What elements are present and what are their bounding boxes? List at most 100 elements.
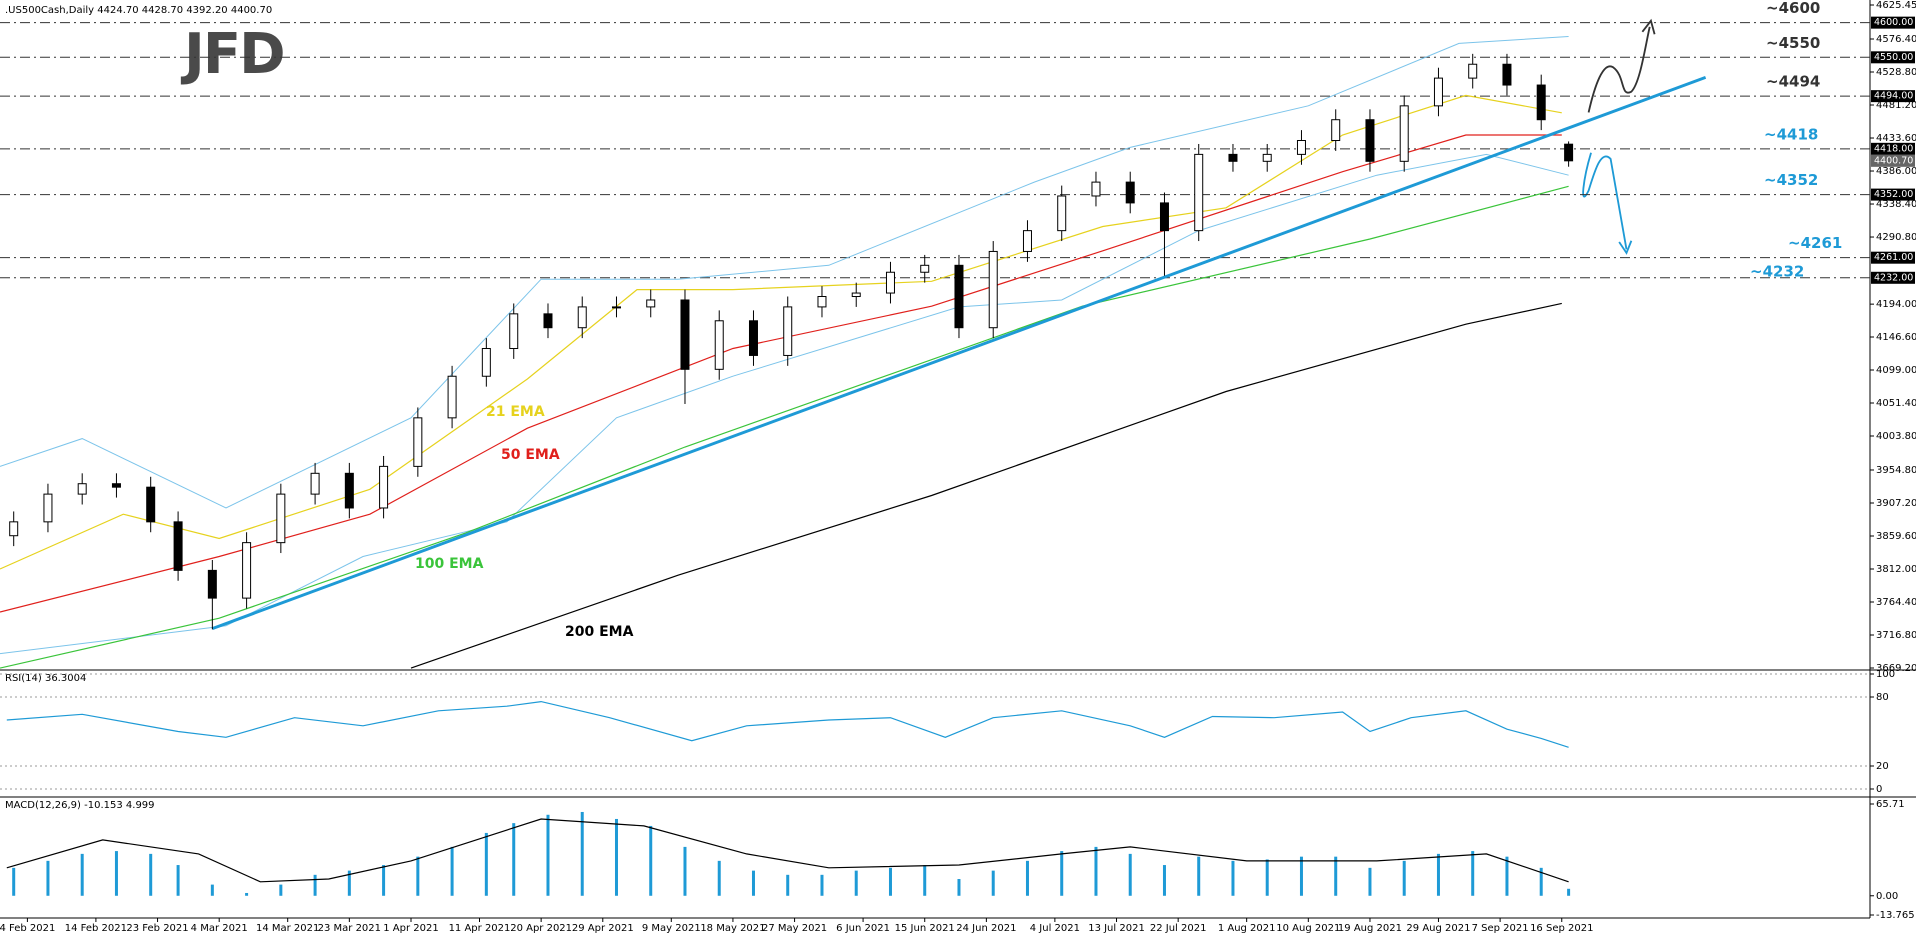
candle-body	[954, 264, 964, 329]
x-tick-label: 4 Jul 2021	[1030, 923, 1080, 934]
y-tick-label: 3764.40	[1876, 597, 1916, 608]
level-label: ~4232	[1750, 262, 1804, 280]
x-tick-label: 29 Apr 2021	[572, 923, 634, 934]
macd-bar	[1334, 856, 1338, 896]
x-tick-label: 4 Mar 2021	[191, 923, 248, 934]
price-tag	[1871, 251, 1915, 264]
candle-body	[379, 465, 389, 509]
macd-bar	[717, 860, 721, 896]
x-tick-label: 14 Feb 2021	[65, 923, 127, 934]
candle-body	[276, 493, 286, 544]
y-tick-label: 65.71	[1876, 799, 1905, 810]
macd-bar	[313, 874, 317, 896]
macd-bar	[820, 874, 824, 896]
bear-arrowhead	[1618, 240, 1633, 255]
candle-body	[1228, 153, 1238, 162]
macd-bar	[210, 884, 214, 896]
price-tag-label: 4550.00	[1874, 52, 1913, 63]
macd-bar	[888, 867, 892, 896]
macd-bar	[149, 853, 153, 896]
macd-bar	[1402, 860, 1406, 896]
macd-bar	[484, 832, 488, 896]
candle-body	[1502, 63, 1512, 86]
candle-body	[920, 264, 930, 273]
scenario-arrows	[1582, 18, 1656, 255]
level-label: ~4352	[1764, 171, 1818, 189]
price-tag	[1871, 16, 1915, 29]
macd-bar	[751, 870, 755, 896]
y-tick-label: 4625.45	[1876, 0, 1916, 11]
y-tick-label: 3907.20	[1876, 498, 1916, 509]
x-tick-label: 7 Sep 2021	[1472, 923, 1529, 934]
y-tick-label: 3716.80	[1876, 630, 1916, 641]
price-tag	[1871, 188, 1915, 201]
candle-body	[77, 483, 87, 495]
macd-bar	[12, 867, 16, 896]
x-tick-label: 15 Jun 2021	[895, 923, 955, 934]
macd-bar	[1231, 860, 1235, 896]
macd-bar	[923, 865, 927, 896]
x-tick-label: 23 Mar 2021	[318, 923, 381, 934]
macd-bar	[1128, 853, 1132, 896]
x-tick-label: 13 Jul 2021	[1088, 923, 1145, 934]
macd-bar	[1265, 859, 1269, 896]
candle-body	[9, 521, 19, 537]
candle-body	[748, 320, 758, 356]
ema-line	[0, 94, 1562, 570]
candle-body	[817, 296, 827, 308]
price-tag-label: 4261.00	[1874, 252, 1913, 263]
macd-bar	[1567, 888, 1571, 896]
bollinger-band	[0, 36, 1569, 509]
macd-bar	[450, 846, 454, 896]
candle-body	[1022, 230, 1032, 252]
candle-body	[1399, 105, 1409, 162]
y-tick-label: 0	[1876, 784, 1882, 795]
macd-bar	[382, 865, 386, 896]
price-tag	[1871, 142, 1915, 155]
macd-bar	[416, 856, 420, 896]
macd-bar	[786, 874, 790, 896]
chart-title: .US500Cash,Daily 4424.70 4428.70 4392.20…	[5, 5, 272, 16]
candle-body	[1159, 202, 1169, 232]
price-tag	[1871, 90, 1915, 103]
y-tick-label: 4051.40	[1876, 398, 1916, 409]
y-tick-label: 4481.20	[1876, 100, 1916, 111]
y-tick-label: 100	[1876, 669, 1895, 680]
macd-bar	[1436, 853, 1440, 896]
candle-body	[344, 472, 354, 509]
price-tag-label: 4232.00	[1874, 272, 1913, 283]
candle-body	[851, 292, 861, 298]
ema-line	[0, 185, 1569, 669]
macd-bar	[683, 846, 687, 896]
candle-body	[447, 375, 457, 419]
x-tick-label: 22 Jul 2021	[1150, 923, 1207, 934]
y-tick-label: 4386.00	[1876, 166, 1916, 177]
macd-bar	[991, 870, 995, 896]
trendline	[211, 75, 1707, 631]
macd-bar	[245, 892, 249, 896]
candle-body	[509, 313, 519, 350]
macd-bar	[1094, 846, 1098, 896]
candle-body	[646, 299, 656, 308]
bull-arrowhead	[1641, 18, 1656, 35]
logo: JFD	[180, 22, 284, 87]
candle-body	[413, 417, 423, 467]
macd-bar	[580, 811, 584, 896]
macd-bar	[1025, 860, 1029, 896]
macd-bar	[957, 879, 961, 896]
price-tag-label: 4352.00	[1874, 189, 1913, 200]
level-label: ~4600	[1766, 0, 1820, 17]
x-tick-label: 23 Feb 2021	[126, 923, 188, 934]
x-tick-label: 11 Apr 2021	[449, 923, 511, 934]
price-tag	[1871, 51, 1915, 64]
x-tick-label: 6 Jun 2021	[836, 923, 890, 934]
rsi-line	[6, 700, 1569, 748]
y-tick-label: 3859.60	[1876, 531, 1916, 542]
level-label: ~4418	[1764, 125, 1818, 143]
candle-body	[611, 306, 621, 309]
macd-bar	[546, 814, 550, 896]
x-tick-label: 4 Feb 2021	[0, 923, 55, 934]
macd-bar	[1197, 856, 1201, 896]
macd-bar	[614, 818, 618, 896]
